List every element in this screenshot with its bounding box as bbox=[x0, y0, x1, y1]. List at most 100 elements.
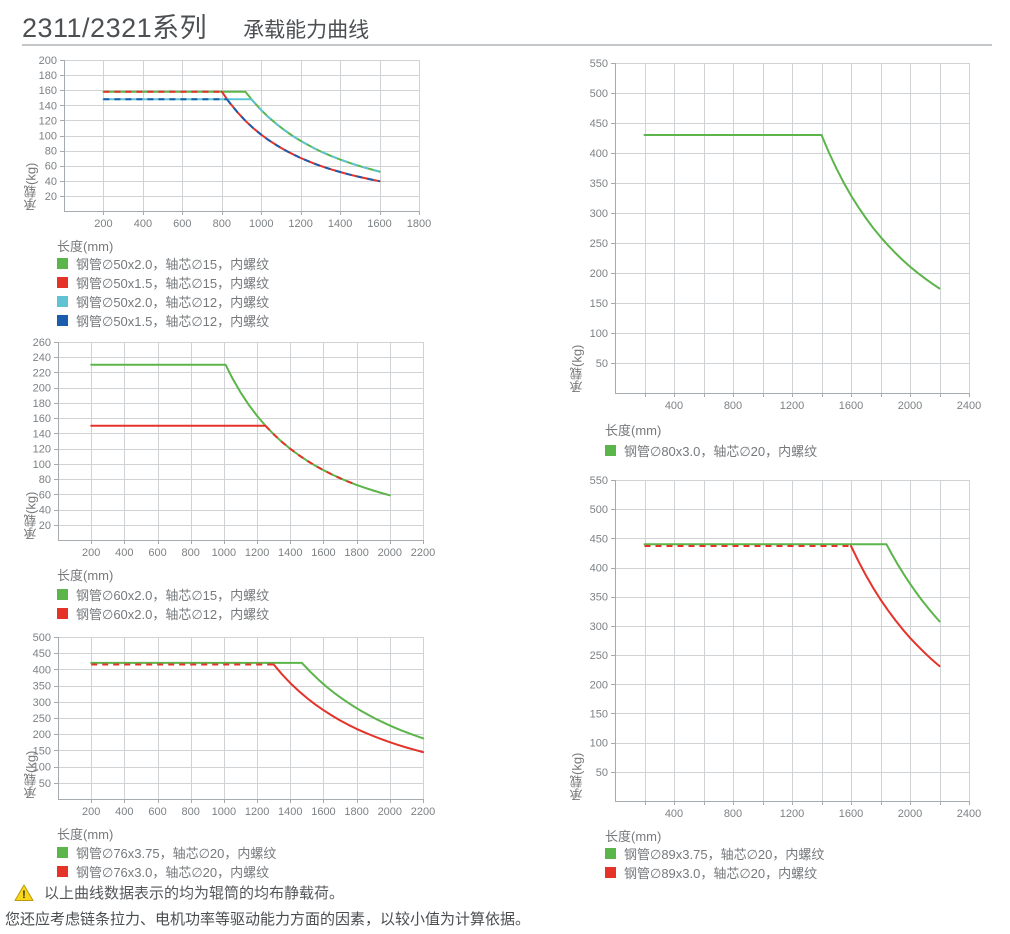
y-tick-label: 140 bbox=[33, 428, 51, 440]
warning-triangle-icon: ! bbox=[14, 884, 34, 901]
x-tick-label: 2200 bbox=[411, 806, 435, 818]
y-tick-label: 450 bbox=[590, 533, 608, 545]
y-tick-label: 350 bbox=[590, 178, 608, 190]
x-tick-label: 400 bbox=[665, 400, 683, 412]
x-tick-label: 1800 bbox=[344, 547, 368, 559]
series-red bbox=[91, 663, 424, 754]
title-underline bbox=[22, 44, 992, 46]
x-tick-label: 1200 bbox=[780, 400, 804, 412]
legend-swatch-red bbox=[57, 608, 68, 619]
x-tick-label: 2000 bbox=[378, 547, 402, 559]
y-tick-label: 220 bbox=[33, 367, 51, 379]
y-tick-label: 140 bbox=[39, 100, 57, 112]
plot-area-tube89: 400 800 1200 1600 2000 2400 50 100 150 200 250 300 3… bbox=[590, 475, 982, 820]
legend-swatch-green bbox=[57, 847, 68, 858]
y-tick-label: 50 bbox=[39, 778, 51, 790]
y-tick-label: 40 bbox=[45, 176, 57, 188]
tick-labels: 200 400 600 800 1000 1200 1400 1600 1800 2000 2200… bbox=[33, 632, 436, 818]
series-segment bbox=[226, 98, 380, 183]
x-axis-title: 长度(mm) bbox=[57, 827, 114, 842]
page-title-subject: 承载能力曲线 bbox=[243, 19, 370, 42]
y-tick-label: 150 bbox=[590, 298, 608, 310]
gridlines bbox=[58, 342, 424, 540]
y-tick-label: 40 bbox=[39, 505, 51, 517]
y-tick-label: 100 bbox=[33, 459, 51, 471]
legend-swatch-green bbox=[605, 445, 616, 456]
legend-swatch-cyan bbox=[57, 296, 68, 307]
series-green bbox=[643, 543, 941, 623]
tick-labels: 200 400 600 800 1000 1200 1400 1600 1800 2000 2200… bbox=[33, 337, 436, 559]
y-tick-label: 160 bbox=[33, 413, 51, 425]
x-tick-label: 2400 bbox=[957, 400, 981, 412]
y-tick-label: 250 bbox=[590, 650, 608, 662]
plot-area-tube60: 200 400 600 800 1000 1200 1400 1600 1800 2000 2200… bbox=[33, 337, 436, 559]
y-tick-label: 200 bbox=[590, 268, 608, 280]
x-tick-label: 1600 bbox=[367, 218, 391, 230]
x-tick-label: 1800 bbox=[407, 218, 431, 230]
x-tick-label: 400 bbox=[134, 218, 152, 230]
x-axis-title: 长度(mm) bbox=[57, 239, 114, 254]
series-red bbox=[644, 545, 941, 668]
x-tick-label: 1200 bbox=[245, 547, 269, 559]
legend-item: 钢管∅80x3.0，轴芯∅20，内螺纹 bbox=[605, 441, 817, 460]
series-segment bbox=[264, 425, 357, 486]
legend: 钢管∅80x3.0，轴芯∅20，内螺纹 bbox=[605, 441, 817, 460]
legend: 钢管∅50x2.0，轴芯∅15，内螺纹 钢管∅50x1.5，轴芯∅15，内螺纹 钢管… bbox=[57, 254, 269, 330]
legend: 钢管∅76x3.75，轴芯∅20，内螺纹 钢管∅76x3.0，轴芯∅20，内螺纹 bbox=[57, 843, 276, 881]
x-tick-label: 800 bbox=[213, 218, 231, 230]
tick-labels: 400 800 1200 1600 2000 2400 50 100 150 200 250 300 3… bbox=[590, 475, 982, 820]
x-axis-title: 长度(mm) bbox=[605, 423, 662, 438]
legend-item: 钢管∅76x3.75，轴芯∅20，内螺纹 bbox=[57, 843, 276, 862]
legend-label: 钢管∅76x3.75，轴芯∅20，内螺纹 bbox=[76, 846, 277, 861]
legend-item: 钢管∅60x2.0，轴芯∅15，内螺纹 bbox=[57, 585, 269, 604]
legend-item: 钢管∅89x3.0，轴芯∅20，内螺纹 bbox=[605, 863, 824, 882]
y-tick-label: 500 bbox=[33, 632, 51, 644]
x-tick-label: 600 bbox=[148, 806, 166, 818]
y-tick-label: 100 bbox=[590, 738, 608, 750]
legend-item: 钢管∅50x2.0，轴芯∅15，内螺纹 bbox=[57, 254, 269, 273]
y-tick-label: 450 bbox=[590, 118, 608, 130]
x-tick-label: 800 bbox=[182, 547, 200, 559]
legend-label: 钢管∅89x3.75，轴芯∅20，内螺纹 bbox=[624, 847, 825, 862]
y-tick-label: 250 bbox=[33, 713, 51, 725]
x-tick-label: 1200 bbox=[780, 808, 804, 820]
plot-area-tube80: 400 800 1200 1600 2000 2400 50 100 150 200 250 300 3… bbox=[590, 58, 982, 412]
legend-label: 钢管∅60x2.0，轴芯∅12，内螺纹 bbox=[76, 607, 270, 622]
series-green bbox=[643, 134, 941, 290]
legend-label: 钢管∅50x2.0，轴芯∅12，内螺纹 bbox=[76, 295, 270, 310]
y-tick-label: 300 bbox=[590, 208, 608, 220]
legend-label: 钢管∅50x1.5，轴芯∅12，内螺纹 bbox=[76, 314, 270, 329]
x-tick-label: 1400 bbox=[278, 547, 302, 559]
y-tick-label: 100 bbox=[590, 328, 608, 340]
warning-note-text: 以上曲线数据表示的均为辊筒的均布静载荷。 bbox=[44, 885, 345, 902]
series-green bbox=[90, 363, 391, 497]
x-tick-label: 2000 bbox=[898, 400, 922, 412]
y-tick-label: 200 bbox=[39, 55, 57, 67]
x-tick-label: 600 bbox=[173, 218, 191, 230]
legend-swatch-green bbox=[605, 848, 616, 859]
y-tick-label: 80 bbox=[45, 146, 57, 158]
series-blue bbox=[103, 98, 380, 183]
y-tick-label: 550 bbox=[590, 475, 608, 487]
legend-item: 钢管∅50x1.5，轴芯∅12，内螺纹 bbox=[57, 311, 269, 330]
series-segment bbox=[272, 663, 424, 754]
tick-labels: 200 400 600 800 1000 1200 1400 1600 1800 20 40 60 80… bbox=[39, 55, 432, 230]
x-tick-label: 1600 bbox=[311, 547, 335, 559]
x-tick-label: 2200 bbox=[411, 547, 435, 559]
series-segment bbox=[90, 363, 391, 497]
series-segment bbox=[220, 90, 381, 183]
y-tick-label: 60 bbox=[45, 161, 57, 173]
page-title-series: 2311/2321系列 bbox=[22, 13, 208, 43]
chart-tube60: 承载(kg) 200 400 600 800 1000 1200 1400 1600 1800 2… bbox=[20, 334, 455, 626]
y-tick-label: 80 bbox=[39, 474, 51, 486]
x-tick-label: 1400 bbox=[328, 218, 352, 230]
y-tick-label: 250 bbox=[590, 238, 608, 250]
legend: 钢管∅60x2.0，轴芯∅15，内螺纹钢管∅60x2.0，轴芯∅12，内螺纹 bbox=[57, 585, 269, 623]
y-tick-label: 20 bbox=[39, 520, 51, 532]
series-segment bbox=[250, 98, 380, 173]
x-tick-label: 2000 bbox=[378, 806, 402, 818]
gridlines bbox=[615, 63, 970, 393]
x-tick-label: 1600 bbox=[839, 400, 863, 412]
legend-label: 钢管∅80x3.0，轴芯∅20，内螺纹 bbox=[624, 444, 818, 459]
